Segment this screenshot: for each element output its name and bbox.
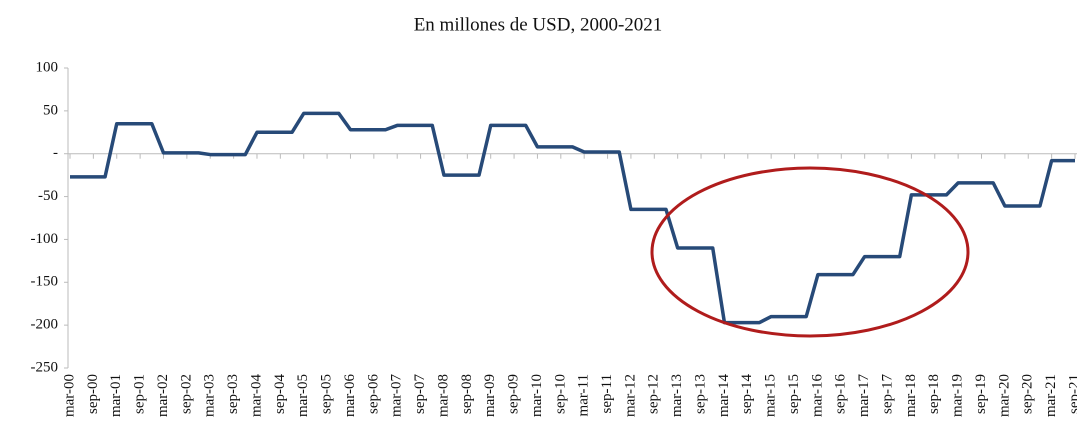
- x-tick-label: sep-04: [272, 374, 288, 414]
- x-tick-label: sep-17: [879, 374, 895, 414]
- x-tick-label: mar-18: [903, 374, 919, 417]
- highlight-ellipse: [650, 166, 970, 338]
- x-tick-label: sep-07: [412, 374, 428, 414]
- x-tick-label: mar-04: [248, 374, 264, 418]
- x-tick-label: sep-11: [599, 374, 615, 413]
- x-tick-label: mar-21: [1043, 374, 1059, 417]
- x-tick-label: sep-01: [132, 374, 148, 414]
- x-tick-label: mar-08: [435, 374, 451, 417]
- x-tick-label: sep-20: [1020, 374, 1036, 414]
- x-tick-label: mar-10: [529, 374, 545, 417]
- x-tick-label: sep-16: [833, 374, 849, 414]
- x-tick-label: mar-03: [202, 374, 218, 417]
- x-tick-label: mar-11: [576, 374, 592, 416]
- x-tick-label: sep-18: [926, 374, 942, 414]
- x-tick-label: sep-02: [178, 374, 194, 414]
- x-tick-label: mar-07: [389, 374, 405, 418]
- x-tick-label: mar-14: [716, 374, 732, 418]
- x-tick-label: mar-02: [155, 374, 171, 417]
- x-tick-label: mar-12: [622, 374, 638, 417]
- x-tick-label: mar-00: [61, 374, 77, 417]
- x-tick-label: sep-03: [225, 374, 241, 414]
- y-tick-label: 100: [36, 59, 59, 75]
- y-tick-label: -: [53, 145, 58, 161]
- x-tick-label: sep-19: [973, 374, 989, 414]
- x-tick-label: mar-09: [482, 374, 498, 417]
- x-tick-label: sep-09: [506, 374, 522, 414]
- y-tick-label: -100: [31, 231, 59, 247]
- x-tick-label: sep-08: [459, 374, 475, 414]
- x-tick-label: sep-10: [552, 374, 568, 414]
- x-tick-label: mar-20: [996, 374, 1012, 417]
- data-line: [70, 111, 1075, 325]
- y-tick-label: -200: [31, 317, 59, 333]
- x-tick-label: mar-19: [950, 374, 966, 417]
- x-tick-label: mar-13: [669, 374, 685, 417]
- y-tick-label: -150: [31, 274, 59, 290]
- x-tick-label: mar-15: [763, 374, 779, 417]
- x-tick-label: sep-14: [739, 374, 755, 414]
- x-tick-label: sep-15: [786, 374, 802, 414]
- x-tick-label: mar-06: [342, 374, 358, 418]
- x-tick-label: mar-01: [108, 374, 124, 417]
- x-tick-label: mar-17: [856, 374, 872, 418]
- chart-title: En millones de USD, 2000-2021: [414, 14, 663, 35]
- x-tick-label: mar-05: [295, 374, 311, 417]
- x-tick-label: sep-06: [365, 374, 381, 414]
- x-tick-label: sep-12: [646, 374, 662, 414]
- y-tick-label: -250: [31, 359, 59, 375]
- x-tick-label: sep-21: [1066, 374, 1077, 414]
- x-tick-label: sep-13: [692, 374, 708, 414]
- y-tick-label: 50: [43, 102, 58, 118]
- x-tick-label: sep-05: [319, 374, 335, 414]
- y-tick-label: -50: [38, 188, 58, 204]
- x-tick-label: sep-00: [85, 374, 101, 414]
- x-tick-label: mar-16: [809, 374, 825, 418]
